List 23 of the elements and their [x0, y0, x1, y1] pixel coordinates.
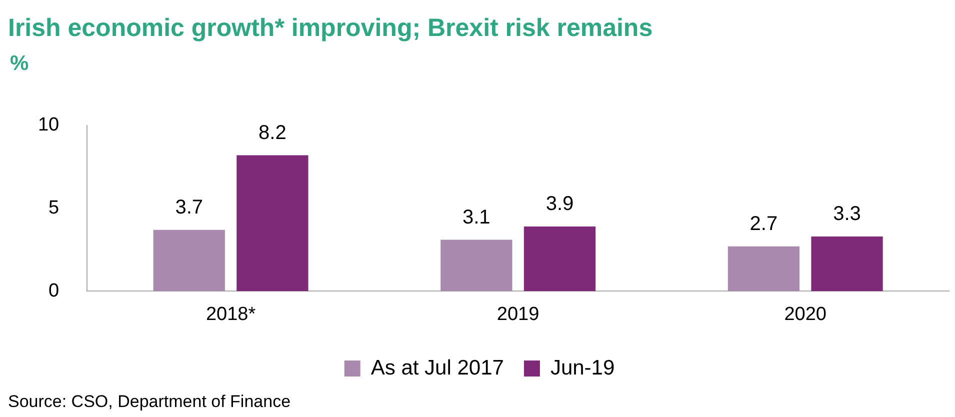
bar — [524, 226, 596, 292]
data-label: 3.7 — [175, 196, 204, 218]
source-note: Source: CSO, Department of Finance — [8, 392, 291, 412]
x-tick-label: 2018* — [206, 304, 256, 325]
bar — [440, 240, 512, 292]
y-axis-title: % — [10, 52, 29, 76]
bar — [811, 236, 883, 292]
legend-label: Jun-19 — [550, 356, 615, 380]
legend-label: As at Jul 2017 — [370, 356, 504, 380]
data-label: 2.7 — [750, 212, 778, 235]
chart-title: Irish economic growth* improving; Brexit risk remains — [8, 14, 653, 43]
data-label: 3.9 — [546, 193, 574, 216]
y-tick-label: 0 — [48, 280, 60, 302]
y-tick-label: 5 — [48, 198, 60, 219]
y-tick-label: 10 — [38, 114, 60, 136]
data-label: 8.2 — [258, 122, 286, 144]
bar — [236, 155, 308, 292]
data-label: 3.3 — [833, 203, 861, 225]
x-tick-label: 2020 — [784, 304, 826, 325]
x-tick-label: 2019 — [496, 304, 540, 325]
bar — [728, 246, 800, 292]
data-label: 3.1 — [462, 206, 490, 228]
bar — [153, 230, 225, 292]
